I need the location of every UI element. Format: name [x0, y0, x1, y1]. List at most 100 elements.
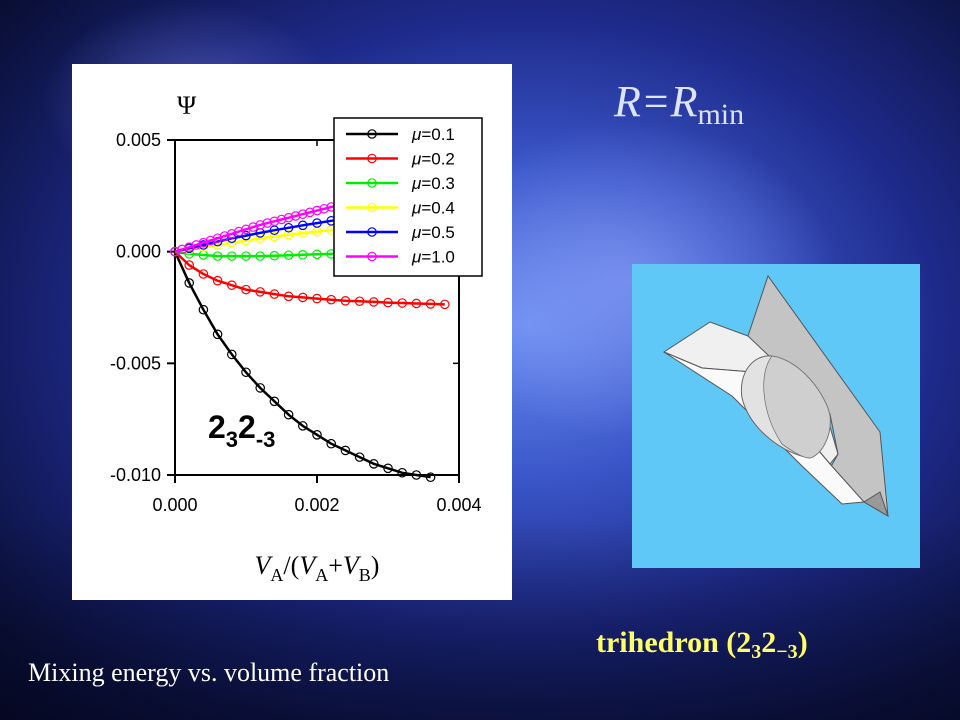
data-point [283, 291, 294, 302]
data-point [255, 383, 265, 393]
data-point [298, 220, 308, 231]
data-point [368, 459, 379, 469]
data-point [312, 293, 322, 304]
mixing-energy-chart: 0.005 0.000 -0.005 -0.010 0.000 0.002 0.004 Ψ VA… [110, 91, 483, 585]
data-point [326, 438, 337, 449]
data-point [425, 299, 436, 309]
data-point [255, 251, 265, 261]
data-point [425, 472, 436, 483]
series-line [174, 250, 445, 306]
legend-marker [367, 178, 377, 188]
data-point [191, 240, 202, 250]
data-point [269, 396, 280, 407]
legend-marker [367, 227, 377, 237]
data-point [354, 452, 365, 462]
data-point [439, 299, 450, 310]
y-axis-label: Ψ [177, 91, 197, 120]
data-point [241, 224, 251, 235]
x-tick-label: 0.000 [152, 495, 197, 515]
data-point [368, 297, 379, 307]
legend-marker [367, 251, 377, 262]
data-point [227, 229, 237, 239]
data-point [411, 470, 422, 480]
data-point [283, 212, 294, 223]
trihedron-caption: trihedron (232−3) [596, 626, 808, 664]
data-point [198, 237, 209, 248]
y-tick-label: 0.000 [116, 242, 161, 262]
title-subscript: min [697, 98, 745, 131]
data-point [411, 298, 422, 309]
data-point [276, 214, 287, 225]
data-point [219, 231, 230, 241]
data-point [340, 445, 351, 456]
data-point [170, 246, 180, 257]
y-tick-label: -0.010 [110, 465, 161, 485]
title-main: R=R [614, 77, 698, 126]
legend-label: μ=0.1 [411, 125, 455, 144]
data-point [241, 251, 251, 261]
series-line [174, 202, 346, 253]
trihedron-blade [863, 491, 889, 518]
data-point [255, 287, 265, 297]
data-point [305, 207, 315, 218]
data-point [262, 218, 273, 228]
data-point [290, 211, 301, 221]
data-point [397, 298, 407, 308]
data-point [312, 249, 322, 260]
legend-label: μ=0.2 [411, 150, 455, 169]
y-tick-label: -0.005 [110, 353, 161, 373]
data-point [198, 269, 209, 279]
data-point [241, 230, 251, 241]
data-point [312, 205, 322, 216]
data-point [234, 226, 244, 237]
legend-label: μ=0.3 [411, 174, 455, 193]
caption-text-mid: 2 [761, 626, 777, 659]
y-tick-label: 0.005 [116, 130, 161, 150]
data-point [269, 289, 280, 299]
data-point [184, 278, 194, 288]
data-point [319, 203, 329, 214]
legend-label: μ=1.0 [411, 248, 455, 267]
trihedron-illustration [662, 274, 889, 518]
data-point [248, 222, 258, 232]
data-point [383, 463, 393, 474]
legend-label: μ=0.5 [411, 223, 455, 242]
data-point [340, 296, 351, 306]
data-point [397, 467, 407, 478]
data-point [298, 292, 308, 303]
data-point [212, 251, 223, 261]
footer-caption: Mixing energy vs. volume fraction [28, 658, 390, 687]
data-point [241, 284, 251, 295]
caption-subscript: −3 [776, 641, 798, 663]
data-point [269, 216, 280, 227]
data-point [212, 275, 223, 286]
data-point [312, 218, 322, 228]
x-axis-label: VA/(VA+VB) [255, 551, 380, 585]
data-point [283, 229, 294, 240]
caption-text-end: ) [797, 626, 808, 659]
legend-marker [367, 153, 377, 164]
data-point [354, 296, 365, 307]
legend-box [333, 117, 483, 277]
caption-text: trihedron (2 [596, 626, 752, 659]
data-point [198, 304, 209, 315]
data-point [255, 220, 265, 230]
data-point [326, 294, 337, 305]
legend-marker [367, 202, 377, 213]
data-point [227, 349, 237, 360]
x-tick-label: 0.004 [436, 495, 481, 515]
x-tick-label: 0.002 [294, 495, 339, 515]
data-point [312, 429, 322, 440]
data-point [298, 421, 308, 431]
data-point [269, 250, 280, 261]
legend-marker [367, 129, 377, 139]
data-point [283, 409, 294, 420]
data-point [184, 260, 194, 270]
slide-title: R=Rmin [614, 76, 744, 132]
data-point [241, 367, 251, 378]
series-line [174, 217, 346, 253]
trihedron-bulge-shade [763, 355, 831, 459]
chart-panel: 0.005 0.000 -0.005 -0.010 0.000 0.002 0.004 Ψ VA… [72, 64, 512, 600]
data-point [283, 222, 294, 233]
data-point [177, 244, 187, 255]
